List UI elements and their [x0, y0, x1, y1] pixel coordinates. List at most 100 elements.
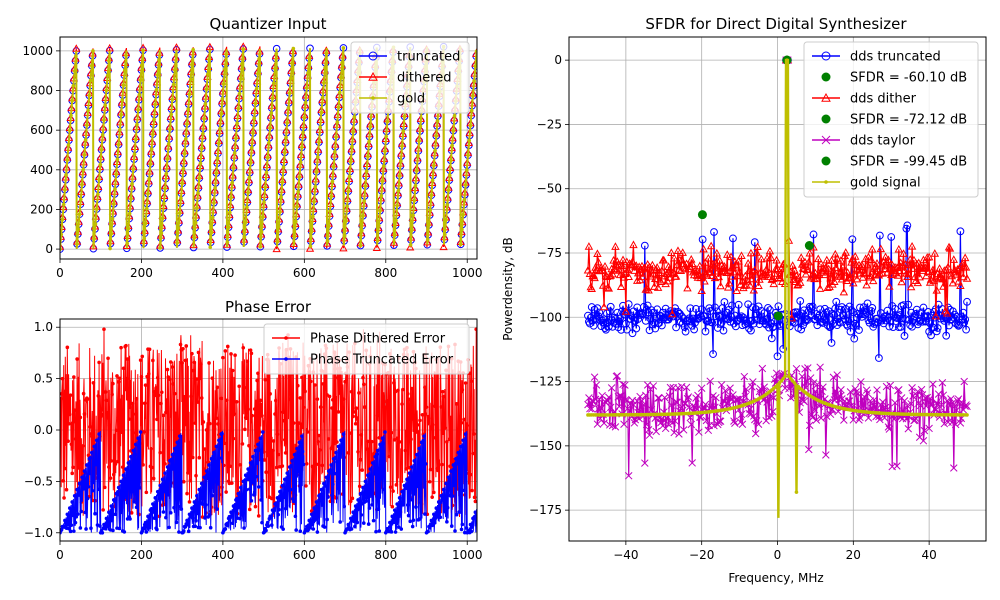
dot-marker	[207, 463, 211, 467]
circle-marker	[911, 310, 920, 318]
dot-marker	[313, 517, 318, 521]
dot-marker	[224, 490, 228, 494]
dot-marker	[89, 434, 94, 439]
triangle-marker	[912, 259, 922, 268]
triangle-marker	[729, 267, 739, 276]
dot-marker	[348, 431, 352, 435]
triangle-marker	[687, 259, 697, 267]
dot-marker	[152, 390, 157, 394]
circle-marker	[848, 235, 857, 244]
dot-marker	[270, 96, 275, 100]
x-marker-stroke	[696, 413, 705, 421]
dot-marker	[280, 483, 285, 488]
dot-marker	[118, 127, 122, 132]
dot-marker	[144, 206, 149, 211]
dot-marker	[443, 232, 447, 237]
dot-marker	[105, 73, 110, 78]
triangle-marker	[757, 254, 766, 263]
x-marker-stroke	[741, 392, 750, 401]
dot-marker	[317, 140, 321, 144]
circle-marker	[698, 235, 707, 244]
x-marker	[661, 424, 670, 433]
dot-marker	[375, 413, 380, 418]
dot-marker	[127, 417, 132, 421]
triangle-marker	[322, 239, 332, 247]
circle-marker	[615, 317, 624, 326]
triangle-marker	[861, 254, 870, 263]
legend-item: dds taylor	[812, 134, 916, 149]
x-marker	[712, 393, 720, 402]
triangle-marker	[678, 248, 687, 256]
dot-marker	[170, 97, 175, 102]
dot-marker	[397, 440, 402, 444]
x-marker	[592, 381, 601, 389]
dot-marker	[240, 512, 245, 517]
y-tick-label: 0	[554, 53, 562, 67]
dot-marker	[382, 400, 386, 404]
dot-marker	[243, 220, 248, 224]
x-marker	[611, 423, 620, 431]
triangle-marker	[701, 258, 710, 266]
dot-marker	[212, 433, 216, 438]
dot-marker	[234, 399, 239, 404]
dot-marker	[74, 430, 79, 434]
dot-marker	[186, 107, 191, 111]
dot-marker	[130, 468, 135, 472]
x-marker-stroke	[660, 393, 669, 402]
dot-marker	[172, 505, 176, 510]
legend-box	[350, 41, 470, 114]
triangle-marker	[813, 273, 822, 282]
triangle-marker	[743, 259, 753, 267]
x-marker-stroke	[769, 407, 777, 416]
x-marker	[883, 405, 892, 414]
triangle-marker	[389, 238, 399, 246]
legend-label: Phase Truncated Error	[310, 353, 454, 368]
dot-marker	[792, 381, 797, 385]
triangle-marker	[938, 274, 947, 283]
dot-marker	[168, 377, 172, 382]
dot-marker	[259, 230, 264, 234]
dot-marker	[345, 204, 349, 208]
circle-marker	[641, 316, 650, 325]
dot-marker	[381, 164, 386, 168]
dot-marker	[85, 463, 89, 467]
dot-marker	[406, 465, 411, 470]
triangle-marker	[839, 287, 849, 296]
circle-marker	[956, 227, 965, 236]
triangle-marker	[669, 253, 679, 262]
triangle-marker	[647, 265, 656, 274]
dot-marker	[232, 151, 237, 155]
dot-marker	[193, 421, 197, 425]
x-marker	[817, 414, 825, 422]
x-marker-stroke	[616, 392, 624, 400]
y-tick-label: −100	[529, 310, 562, 324]
x-marker-stroke	[809, 379, 818, 387]
circle-marker	[805, 302, 814, 311]
dot-marker	[295, 446, 299, 451]
dot-marker	[393, 530, 398, 534]
dot-marker	[304, 86, 309, 90]
dot-marker	[450, 143, 454, 148]
x-marker-stroke	[925, 424, 933, 433]
dot-marker	[341, 397, 346, 401]
x-marker-stroke	[605, 393, 613, 402]
x-marker	[951, 420, 960, 429]
dot-marker	[272, 508, 277, 512]
triangle-marker	[604, 284, 614, 292]
dot-marker	[336, 105, 341, 110]
dot-marker	[199, 146, 204, 151]
dot-marker	[397, 496, 402, 500]
dot-marker	[346, 522, 351, 527]
x-marker-stroke	[855, 416, 863, 424]
dot-marker	[248, 160, 253, 165]
dot-marker	[246, 407, 250, 411]
dot-marker	[335, 375, 340, 380]
dot-marker	[473, 64, 477, 68]
x-marker-stroke	[758, 364, 767, 373]
x-marker	[880, 414, 889, 422]
x-marker	[696, 413, 704, 421]
x-marker-stroke	[863, 389, 872, 397]
dot-marker	[215, 156, 220, 160]
triangle-marker	[885, 282, 894, 290]
dot-marker	[91, 49, 95, 53]
